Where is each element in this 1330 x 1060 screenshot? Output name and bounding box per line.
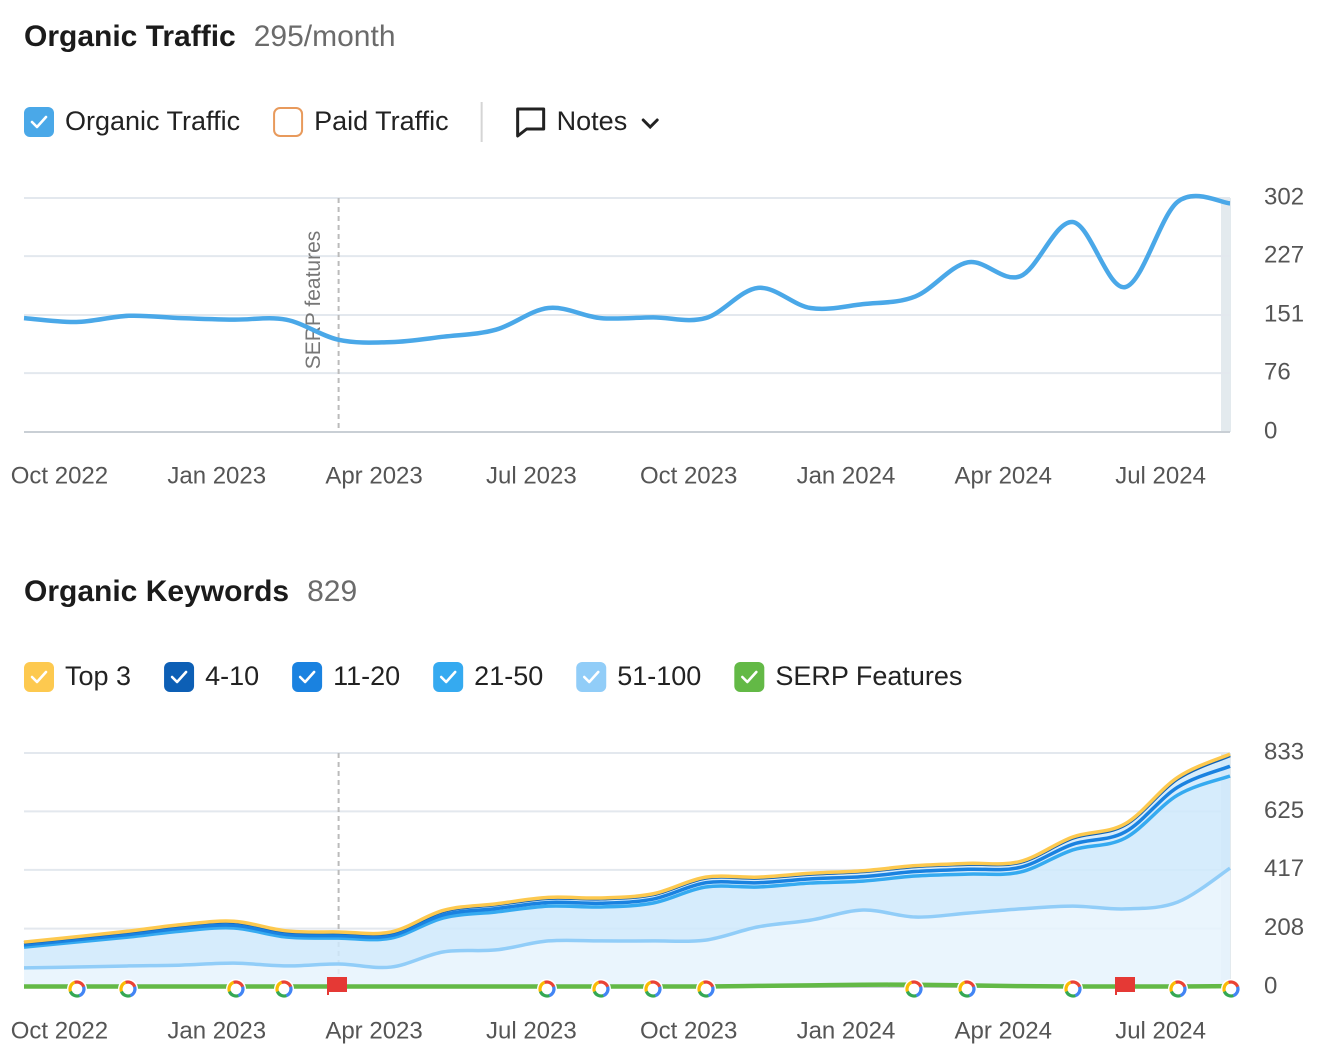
y-tick-label: 625 <box>1264 797 1304 824</box>
section-subtitle: 295/month <box>254 20 396 53</box>
series-area <box>24 868 1230 987</box>
x-tick-label: Jul 2023 <box>486 462 577 489</box>
series-line <box>23 774 1231 949</box>
legend-checkbox <box>24 662 54 692</box>
notes-chevron <box>641 118 659 130</box>
y-tick-label: 151 <box>1264 300 1304 327</box>
legend-label: 4-10 <box>205 661 259 691</box>
y-tick-label: 208 <box>1264 914 1304 941</box>
google-icon-arc <box>1064 980 1082 998</box>
legend-checkbox <box>164 662 195 692</box>
check-mark <box>170 670 188 684</box>
legend-label: Top 3 <box>65 661 131 691</box>
legend-label: Organic Traffic <box>65 106 240 136</box>
series-line <box>23 866 1231 970</box>
series-line <box>24 982 1231 989</box>
check-mark <box>30 670 48 684</box>
x-tick-label: Oct 2022 <box>11 462 108 489</box>
series-line <box>23 752 1231 944</box>
x-tick-label: Oct 2023 <box>640 1017 737 1044</box>
y-tick-label: 302 <box>1264 183 1304 210</box>
x-tick-label: Jan 2023 <box>167 462 266 489</box>
y-tick-label: 0 <box>1264 972 1277 999</box>
x-tick-label: Apr 2024 <box>955 1017 1052 1044</box>
legend-label: 51-100 <box>617 661 701 691</box>
check-mark <box>741 670 758 684</box>
legend-checkbox <box>433 662 464 692</box>
legend-label: 11-20 <box>333 661 400 691</box>
x-tick-label: Jul 2024 <box>1115 1017 1206 1044</box>
x-tick-label: Oct 2023 <box>640 462 737 489</box>
y-tick-label: 227 <box>1264 241 1304 268</box>
x-tick-label: Oct 2022 <box>11 1017 108 1044</box>
x-tick-label: Apr 2024 <box>955 462 1052 489</box>
x-tick-label: Jan 2023 <box>167 1017 266 1044</box>
section-title: Organic Traffic <box>24 20 236 53</box>
legend-label: Paid Traffic <box>314 106 449 136</box>
check-mark <box>30 115 48 129</box>
check-mark <box>298 670 316 684</box>
x-tick-label: Jan 2024 <box>797 1017 896 1044</box>
notes-button[interactable]: Notes <box>557 106 628 136</box>
series-area <box>24 776 1230 968</box>
y-tick-label: 833 <box>1264 738 1304 765</box>
y-tick-label: 76 <box>1264 358 1291 385</box>
y-tick-label: 0 <box>1264 417 1277 444</box>
x-tick-label: Jan 2024 <box>797 462 896 489</box>
legend-checkbox <box>734 662 765 692</box>
section-subtitle: 829 <box>307 575 357 608</box>
legend-checkbox <box>292 662 323 692</box>
google-icon-arc <box>68 980 86 998</box>
google-icon-arc <box>1222 980 1240 998</box>
flag-icon <box>328 977 347 992</box>
legend-checkbox <box>24 107 54 137</box>
flag-icon <box>1116 977 1135 992</box>
google-icon-arc <box>119 980 137 998</box>
google-icon-arc <box>227 980 245 998</box>
legend-label: SERP Features <box>775 661 962 691</box>
section-title: Organic Keywords <box>24 575 289 608</box>
series-line <box>23 764 1231 947</box>
check-mark <box>582 670 600 684</box>
annotation-label: SERP features <box>302 231 325 370</box>
y-tick-label: 417 <box>1264 855 1304 882</box>
legend-label: 21-50 <box>474 661 543 691</box>
notes-icon <box>516 107 546 138</box>
x-tick-label: Apr 2023 <box>325 1017 422 1044</box>
x-tick-label: Jul 2024 <box>1115 462 1206 489</box>
x-tick-label: Apr 2023 <box>325 462 422 489</box>
google-icon-arc <box>275 980 293 998</box>
series-line <box>23 193 1231 345</box>
x-tick-label: Jul 2023 <box>486 1017 577 1044</box>
check-mark <box>439 670 457 684</box>
legend-checkbox <box>273 107 304 137</box>
legend-checkbox <box>576 662 607 692</box>
google-icon-arc <box>1169 980 1187 998</box>
